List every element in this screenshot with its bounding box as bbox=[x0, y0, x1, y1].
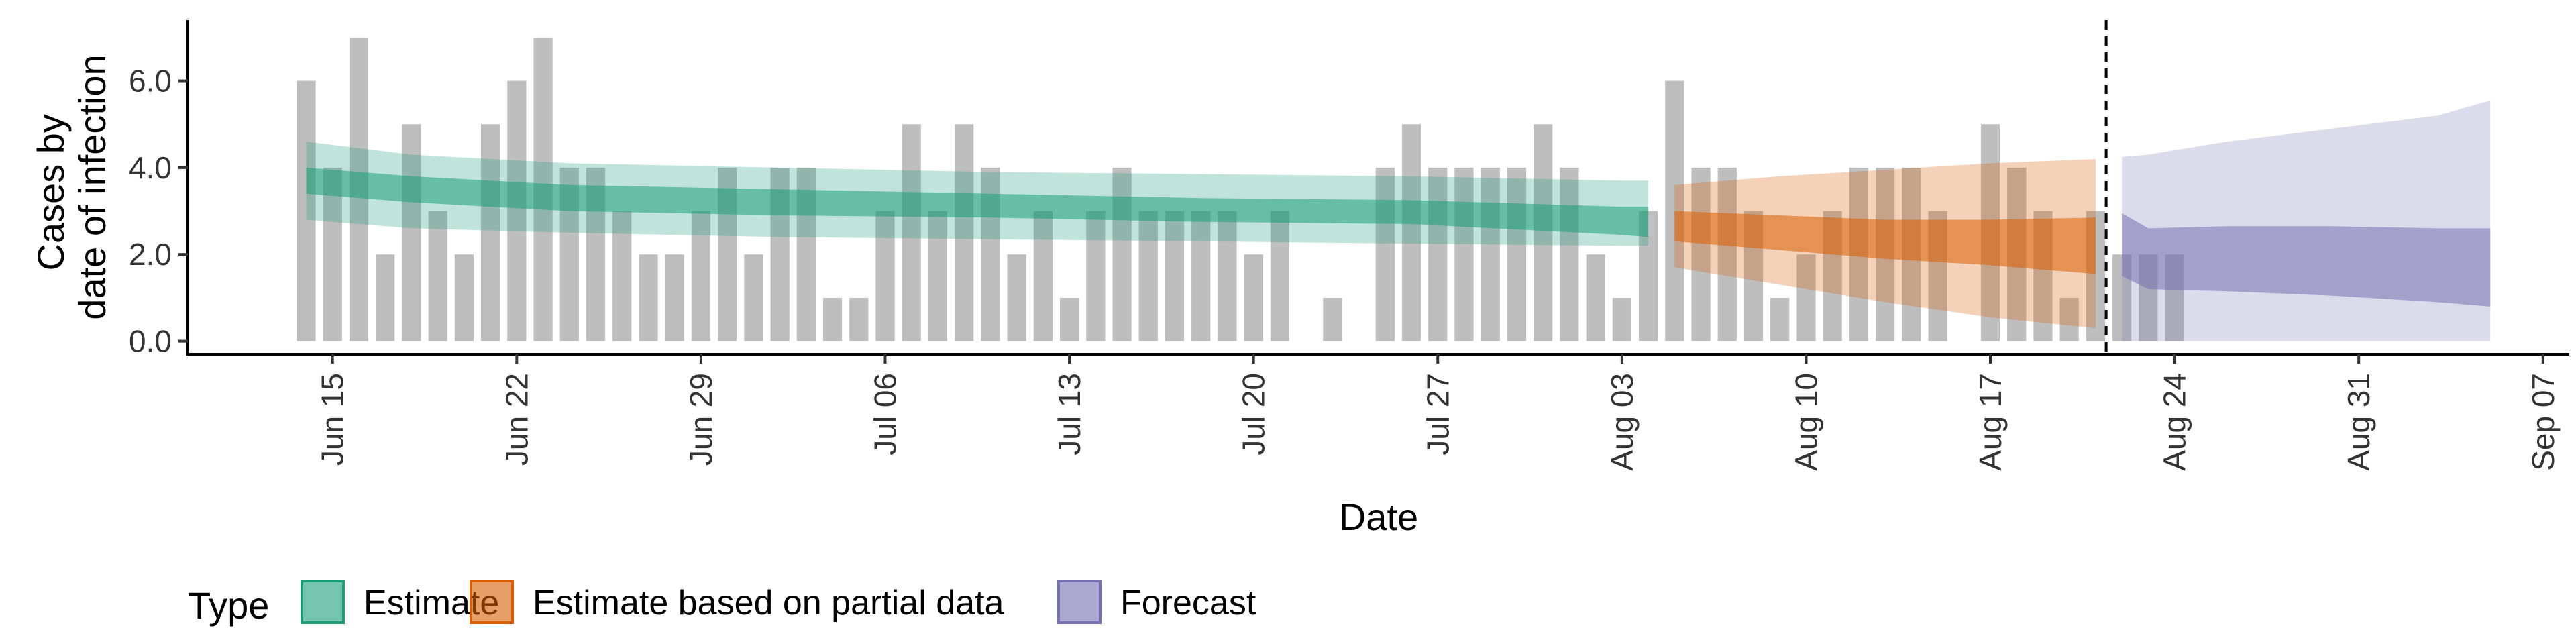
bar bbox=[1665, 80, 1684, 341]
bar bbox=[1770, 297, 1790, 341]
x-tick-label: Aug 03 bbox=[1605, 373, 1640, 471]
bar bbox=[1007, 254, 1026, 341]
band-90-series-2 bbox=[2122, 100, 2491, 341]
bar bbox=[1560, 167, 1579, 341]
bar bbox=[1375, 167, 1395, 341]
bar bbox=[1059, 297, 1079, 341]
y-axis-title-line-1: Cases by bbox=[30, 114, 72, 270]
bar bbox=[639, 254, 658, 341]
bar bbox=[1218, 211, 1237, 341]
x-tick-label: Jul 13 bbox=[1052, 373, 1087, 455]
bar bbox=[1270, 211, 1290, 341]
bar bbox=[1086, 211, 1106, 341]
y-tick-label: 2.0 bbox=[129, 237, 172, 272]
x-tick-label: Jun 29 bbox=[684, 373, 718, 466]
bar bbox=[1481, 167, 1500, 341]
legend-title: Type bbox=[188, 584, 269, 627]
y-tick-label: 6.0 bbox=[129, 64, 172, 99]
x-tick-label: Jul 20 bbox=[1236, 373, 1271, 455]
bar bbox=[454, 254, 474, 341]
x-tick-label: Jun 15 bbox=[315, 373, 350, 466]
x-tick-label: Aug 17 bbox=[1973, 373, 2008, 471]
bar bbox=[1691, 167, 1711, 341]
bar bbox=[376, 254, 395, 341]
x-tick-label: Jul 06 bbox=[868, 373, 903, 455]
bar bbox=[1428, 167, 1448, 341]
x-tick-label: Aug 31 bbox=[2341, 373, 2376, 471]
bar bbox=[1401, 124, 1421, 341]
x-tick-label: Aug 10 bbox=[1788, 373, 1823, 471]
x-axis-ticks: Jun 15 Jun 22 Jun 29 Jul 06 Jul 13 Jul 20 Jul … bbox=[315, 354, 2561, 471]
bar bbox=[1033, 211, 1053, 341]
bar bbox=[1454, 167, 1474, 341]
bar bbox=[1586, 254, 1605, 341]
y-axis-title-line-2: date of infection bbox=[71, 54, 113, 319]
x-tick-label: Sep 07 bbox=[2526, 373, 2561, 471]
bar bbox=[507, 80, 527, 341]
bar bbox=[1534, 124, 1553, 341]
bar bbox=[612, 211, 632, 341]
bar bbox=[822, 297, 843, 341]
bar bbox=[297, 80, 316, 341]
y-axis-ticks: 0.0 2.0 4.0 6.0 bbox=[129, 64, 188, 359]
bar bbox=[428, 211, 447, 341]
bar bbox=[1191, 211, 1211, 341]
bar bbox=[323, 167, 342, 341]
axes-layer bbox=[186, 20, 2569, 356]
bar bbox=[1507, 167, 1527, 341]
bars-layer bbox=[297, 37, 2184, 341]
band-50-series-1 bbox=[1674, 211, 2096, 274]
bar bbox=[1244, 254, 1263, 341]
bar bbox=[875, 211, 895, 341]
legend-label: Estimate based on partial data bbox=[533, 584, 1004, 623]
bar bbox=[1165, 211, 1185, 341]
legend-key-1 bbox=[470, 580, 514, 624]
legend-key-0 bbox=[301, 580, 345, 624]
x-tick-label: Aug 24 bbox=[2157, 373, 2192, 471]
bar bbox=[402, 124, 421, 341]
bands-layer bbox=[306, 100, 2491, 341]
bar bbox=[665, 254, 684, 341]
legend: Type Estimate Estimate based on partial d… bbox=[188, 580, 1256, 627]
bar bbox=[1323, 297, 1342, 341]
band-50-series-2 bbox=[2122, 213, 2491, 307]
bar bbox=[955, 124, 974, 341]
bar bbox=[744, 254, 763, 341]
bar bbox=[1717, 167, 1737, 341]
legend-key-2 bbox=[1057, 580, 1102, 624]
bar bbox=[1612, 297, 1631, 341]
bar bbox=[1796, 254, 1816, 341]
bar bbox=[849, 297, 869, 341]
bar bbox=[928, 211, 948, 341]
x-tick-label: Jul 27 bbox=[1420, 373, 1455, 455]
band-50-series-0 bbox=[306, 167, 1649, 237]
legend-label: Forecast bbox=[1120, 584, 1256, 623]
legend-entries: Estimate Estimate based on partial data Fo… bbox=[301, 580, 1256, 624]
bar bbox=[480, 124, 500, 341]
x-tick-label: Jun 22 bbox=[499, 373, 534, 466]
bar bbox=[902, 124, 921, 341]
x-axis-title: Date bbox=[1339, 496, 1418, 538]
bar bbox=[1138, 211, 1158, 341]
bar bbox=[2059, 297, 2079, 341]
y-tick-label: 4.0 bbox=[129, 150, 172, 185]
y-axis-title: Cases by date of infection bbox=[30, 54, 113, 319]
bar bbox=[691, 211, 711, 341]
y-tick-label: 0.0 bbox=[129, 324, 172, 359]
